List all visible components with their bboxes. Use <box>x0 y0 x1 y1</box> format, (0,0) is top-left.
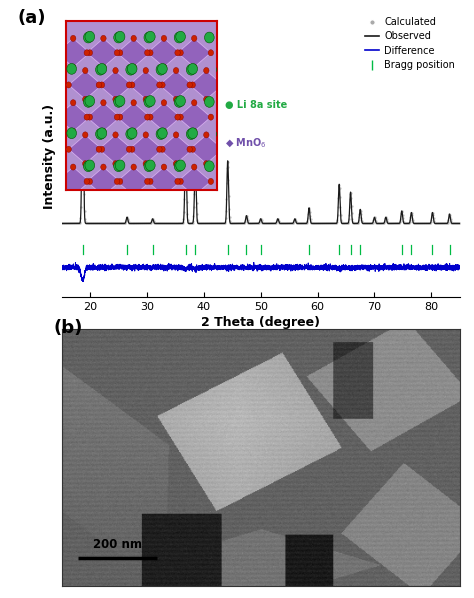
Observed <box>237 220 243 227</box>
Text: (a): (a) <box>18 10 46 28</box>
Calculated <box>59 220 64 227</box>
Observed <box>151 219 157 226</box>
Text: (b): (b) <box>54 319 83 337</box>
Calculated <box>456 220 462 227</box>
Difference <box>454 263 460 270</box>
Line: Difference: Difference <box>62 263 460 282</box>
Y-axis label: Intensity (a.u.): Intensity (a.u.) <box>43 103 56 209</box>
Text: ◆ MnO$_6$: ◆ MnO$_6$ <box>225 136 267 150</box>
Difference <box>155 263 161 270</box>
Calculated <box>220 220 226 227</box>
Difference <box>154 261 159 269</box>
Difference <box>151 264 157 271</box>
Calculated <box>376 220 382 227</box>
Difference <box>59 263 64 270</box>
Line: Calculated: Calculated <box>61 70 460 224</box>
Observed <box>155 220 161 227</box>
X-axis label: 2 Theta (degree): 2 Theta (degree) <box>201 316 320 329</box>
Calculated <box>332 220 338 227</box>
Text: 200 nm: 200 nm <box>93 538 142 551</box>
Calculated <box>100 220 106 227</box>
Calculated <box>80 66 86 74</box>
Legend: Calculated, Observed, Difference, Bragg position: Calculated, Observed, Difference, Bragg … <box>365 17 455 70</box>
Difference <box>251 259 256 266</box>
Text: ● Li 8a site: ● Li 8a site <box>225 100 287 109</box>
Observed <box>209 220 215 227</box>
Calculated <box>369 219 375 227</box>
Observed <box>80 63 85 71</box>
Calculated <box>235 220 240 227</box>
Difference <box>237 263 243 270</box>
Difference <box>457 266 463 273</box>
Observed <box>59 220 64 227</box>
Observed <box>457 220 463 227</box>
Difference <box>209 263 215 270</box>
Line: Observed: Observed <box>62 67 460 224</box>
Observed <box>154 220 159 227</box>
Observed <box>454 220 459 227</box>
Difference <box>81 278 86 285</box>
